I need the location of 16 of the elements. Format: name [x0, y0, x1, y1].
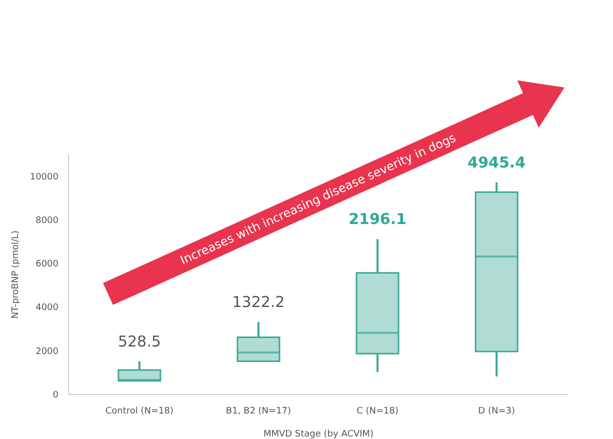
x-tick-label: D (N=3)	[478, 406, 515, 416]
y-tick-label: 8000	[36, 216, 59, 226]
annotation: 2196.1	[348, 210, 406, 228]
y-tick-label: 4000	[36, 303, 59, 314]
x-tick-label: Control (N=18)	[105, 406, 174, 416]
annotation: 528.5	[118, 332, 161, 350]
annotation: 1322.2	[232, 293, 285, 311]
x-tick-label: C (N=18)	[356, 406, 398, 416]
annotation: 4945.4	[468, 153, 526, 172]
x-axis-title: MMVD Stage (by ACVIM)	[263, 430, 374, 439]
x-tick-label: B1, B2 (N=17)	[226, 406, 292, 416]
y-axis-title: NT-proBNP (pmol/L)	[10, 230, 21, 319]
y-tick-label: 10000	[30, 172, 59, 182]
y-tick-label: 0	[52, 390, 59, 400]
y-tick-label: 6000	[36, 260, 59, 270]
y-tick-label: 2000	[36, 346, 59, 357]
